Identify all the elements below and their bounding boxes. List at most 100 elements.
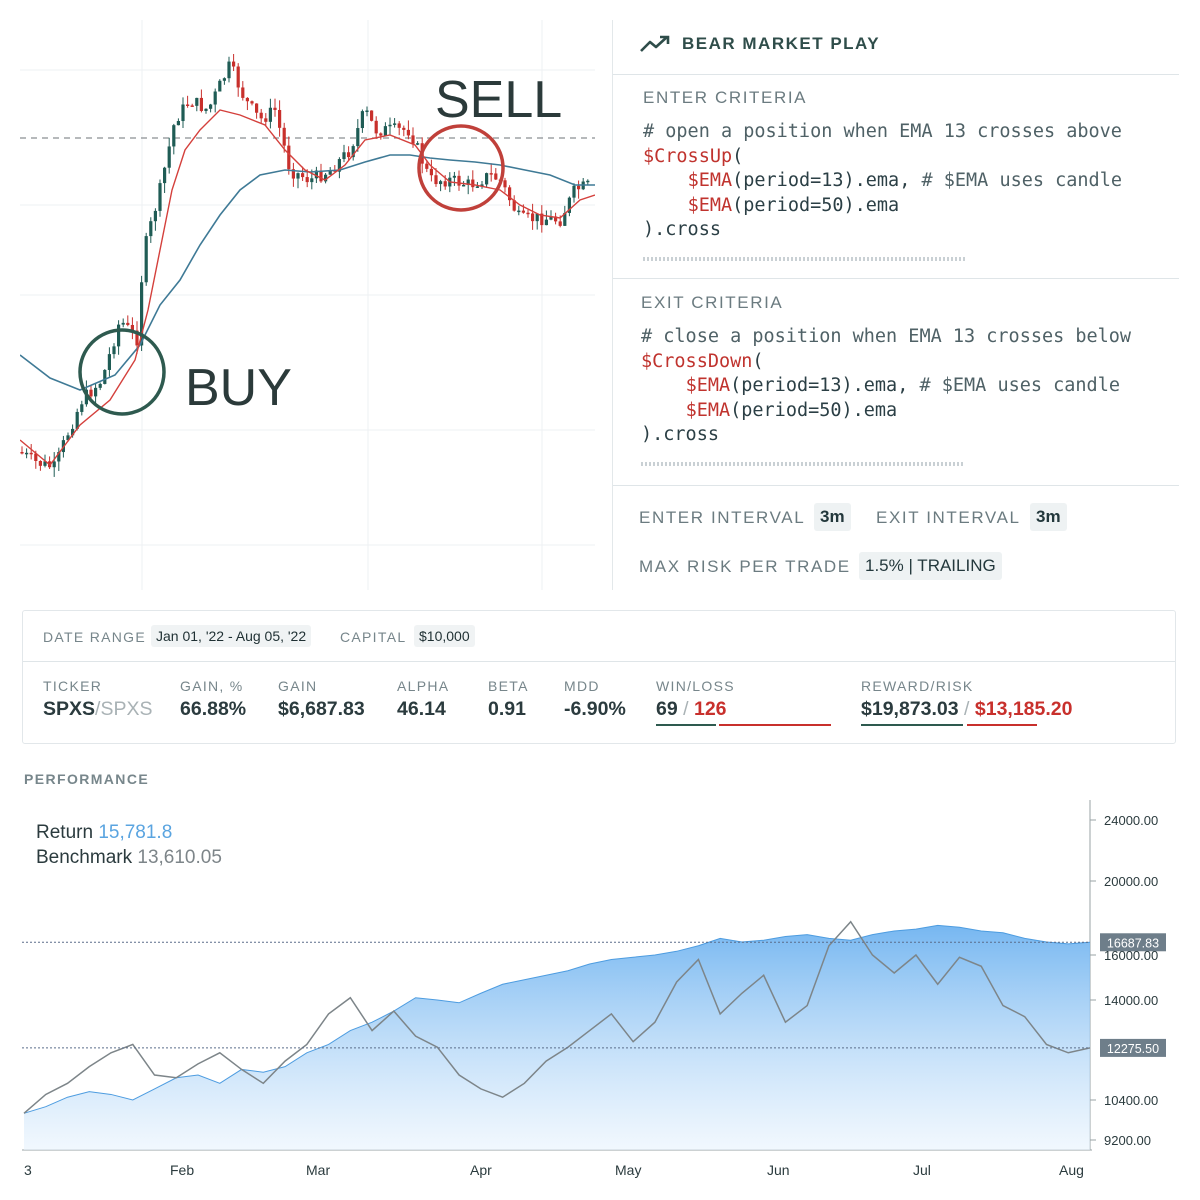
return-line (23, 924, 1091, 1114)
divider (23, 661, 1175, 662)
buy-marker-circle (78, 328, 166, 416)
candle-body (264, 118, 268, 122)
code-args: (period=50).ema (730, 399, 898, 421)
candle-body (112, 346, 116, 355)
candle-body (236, 66, 240, 88)
y-tick-label: 24000.00 (1104, 813, 1158, 828)
candle-body (324, 174, 328, 182)
candle-body (181, 104, 185, 122)
candle-body (57, 452, 61, 462)
legend-return-value: 15,781.8 (98, 822, 173, 843)
candle-body (209, 104, 213, 109)
ticker-main: SPXS (43, 698, 96, 720)
candle-body (406, 129, 410, 136)
candle-body (393, 123, 397, 125)
wins-count: 69 (656, 698, 678, 720)
candle-body (199, 97, 203, 111)
candle-body (259, 112, 263, 119)
candle-body (526, 212, 530, 215)
candle-body (549, 216, 553, 220)
performance-chart[interactable]: 16687.83 12275.50 24000.00 20000.00 16000.00… (22, 800, 1176, 1182)
x-tick-label: Feb (170, 1162, 194, 1178)
divider (613, 278, 1179, 279)
reward-risk-separator: / (958, 698, 975, 720)
candle-body (190, 105, 194, 107)
capital-value[interactable]: $10,000 (414, 625, 475, 647)
risk-value: $13,185.20 (974, 698, 1073, 720)
max-risk-value[interactable]: 1.5% | TRAILING (859, 552, 1002, 580)
reward-bar (861, 724, 963, 726)
candle-body (351, 146, 355, 158)
ticker-label: TICKER (43, 678, 103, 694)
gain-label: GAIN (278, 678, 318, 694)
win-loss-separator: / (677, 698, 694, 720)
candle-body (503, 180, 507, 188)
enter-criteria-code[interactable]: # open a position when EMA 13 crosses ab… (643, 120, 1158, 243)
candle-body (365, 110, 369, 113)
y-tick-label: 14000.00 (1104, 993, 1158, 1008)
x-tick-label: Aug (1059, 1162, 1084, 1178)
x-tick-label: 3 (24, 1162, 32, 1178)
code-comment: # open a position when EMA 13 crosses ab… (643, 121, 1122, 142)
candle-body (567, 197, 571, 213)
candle-body (328, 170, 332, 175)
candle-body (66, 435, 70, 441)
candlestick-chart-canvas[interactable] (19, 20, 596, 590)
enter-interval-value[interactable]: 3m (814, 503, 851, 531)
candle-body (531, 213, 535, 222)
code-comment: # close a position when EMA 13 crosses b… (641, 326, 1132, 347)
losses-bar (719, 724, 831, 726)
candle-body (227, 61, 231, 79)
candle-body (379, 133, 383, 136)
benchmark-line (23, 920, 1091, 1114)
candle-body (301, 173, 305, 178)
wins-bar (656, 724, 716, 726)
candlestick-chart[interactable]: SELL BUY (19, 20, 596, 590)
candle-body (255, 103, 259, 113)
code-paren: ( (752, 350, 764, 372)
candle-body (186, 104, 190, 106)
candle-body (176, 121, 180, 126)
candle-body (213, 91, 217, 105)
code-scrollbar[interactable] (641, 462, 965, 466)
candle-body (388, 124, 392, 127)
trending-up-icon (639, 34, 671, 59)
y-tick-label: 10400.00 (1104, 1093, 1158, 1108)
candle-body (540, 213, 544, 226)
exit-criteria-label: EXIT CRITERIA (641, 293, 784, 312)
candle-body (98, 383, 102, 388)
candle-body (554, 216, 558, 222)
performance-chart-canvas[interactable]: 16687.83 12275.50 24000.00 20000.00 16000.00… (22, 800, 1176, 1182)
candle-body (397, 123, 401, 128)
exit-interval-value[interactable]: 3m (1030, 503, 1067, 531)
legend-benchmark-value: 13,610.05 (137, 847, 222, 868)
code-scrollbar[interactable] (643, 257, 967, 261)
candle-body (241, 87, 245, 98)
candle-body (337, 159, 341, 172)
code-paren: ( (732, 145, 744, 167)
performance-label: PERFORMANCE (24, 771, 150, 787)
gain-value: $6,687.83 (278, 698, 365, 720)
reward-risk-label: REWARD/RISK (861, 678, 974, 694)
code-close: ).cross (641, 424, 719, 446)
code-function: $CrossUp (643, 145, 733, 167)
candle-body (360, 111, 364, 129)
risk-bar (967, 724, 1037, 726)
candle-body (572, 185, 576, 198)
candle-body (282, 127, 286, 146)
candle-body (121, 322, 125, 325)
candle-body (402, 127, 406, 130)
x-tick-label: Apr (470, 1162, 492, 1178)
candle-body (485, 173, 489, 185)
beta-value: 0.91 (488, 698, 526, 720)
date-range-label: DATE RANGE (43, 629, 146, 645)
exit-criteria-code[interactable]: # close a position when EMA 13 crosses b… (641, 325, 1156, 448)
y-tick-label: 9200.00 (1104, 1133, 1151, 1148)
divider (613, 74, 1179, 75)
ticker-value[interactable]: SPXS/SPXS (43, 698, 152, 721)
candle-body (38, 460, 42, 466)
strategy-title: BEAR MARKET PLAY (682, 34, 881, 53)
candle-body (278, 109, 282, 128)
date-range-value[interactable]: Jan 01, '22 - Aug 05, '22 (151, 625, 312, 647)
candle-body (80, 404, 84, 412)
